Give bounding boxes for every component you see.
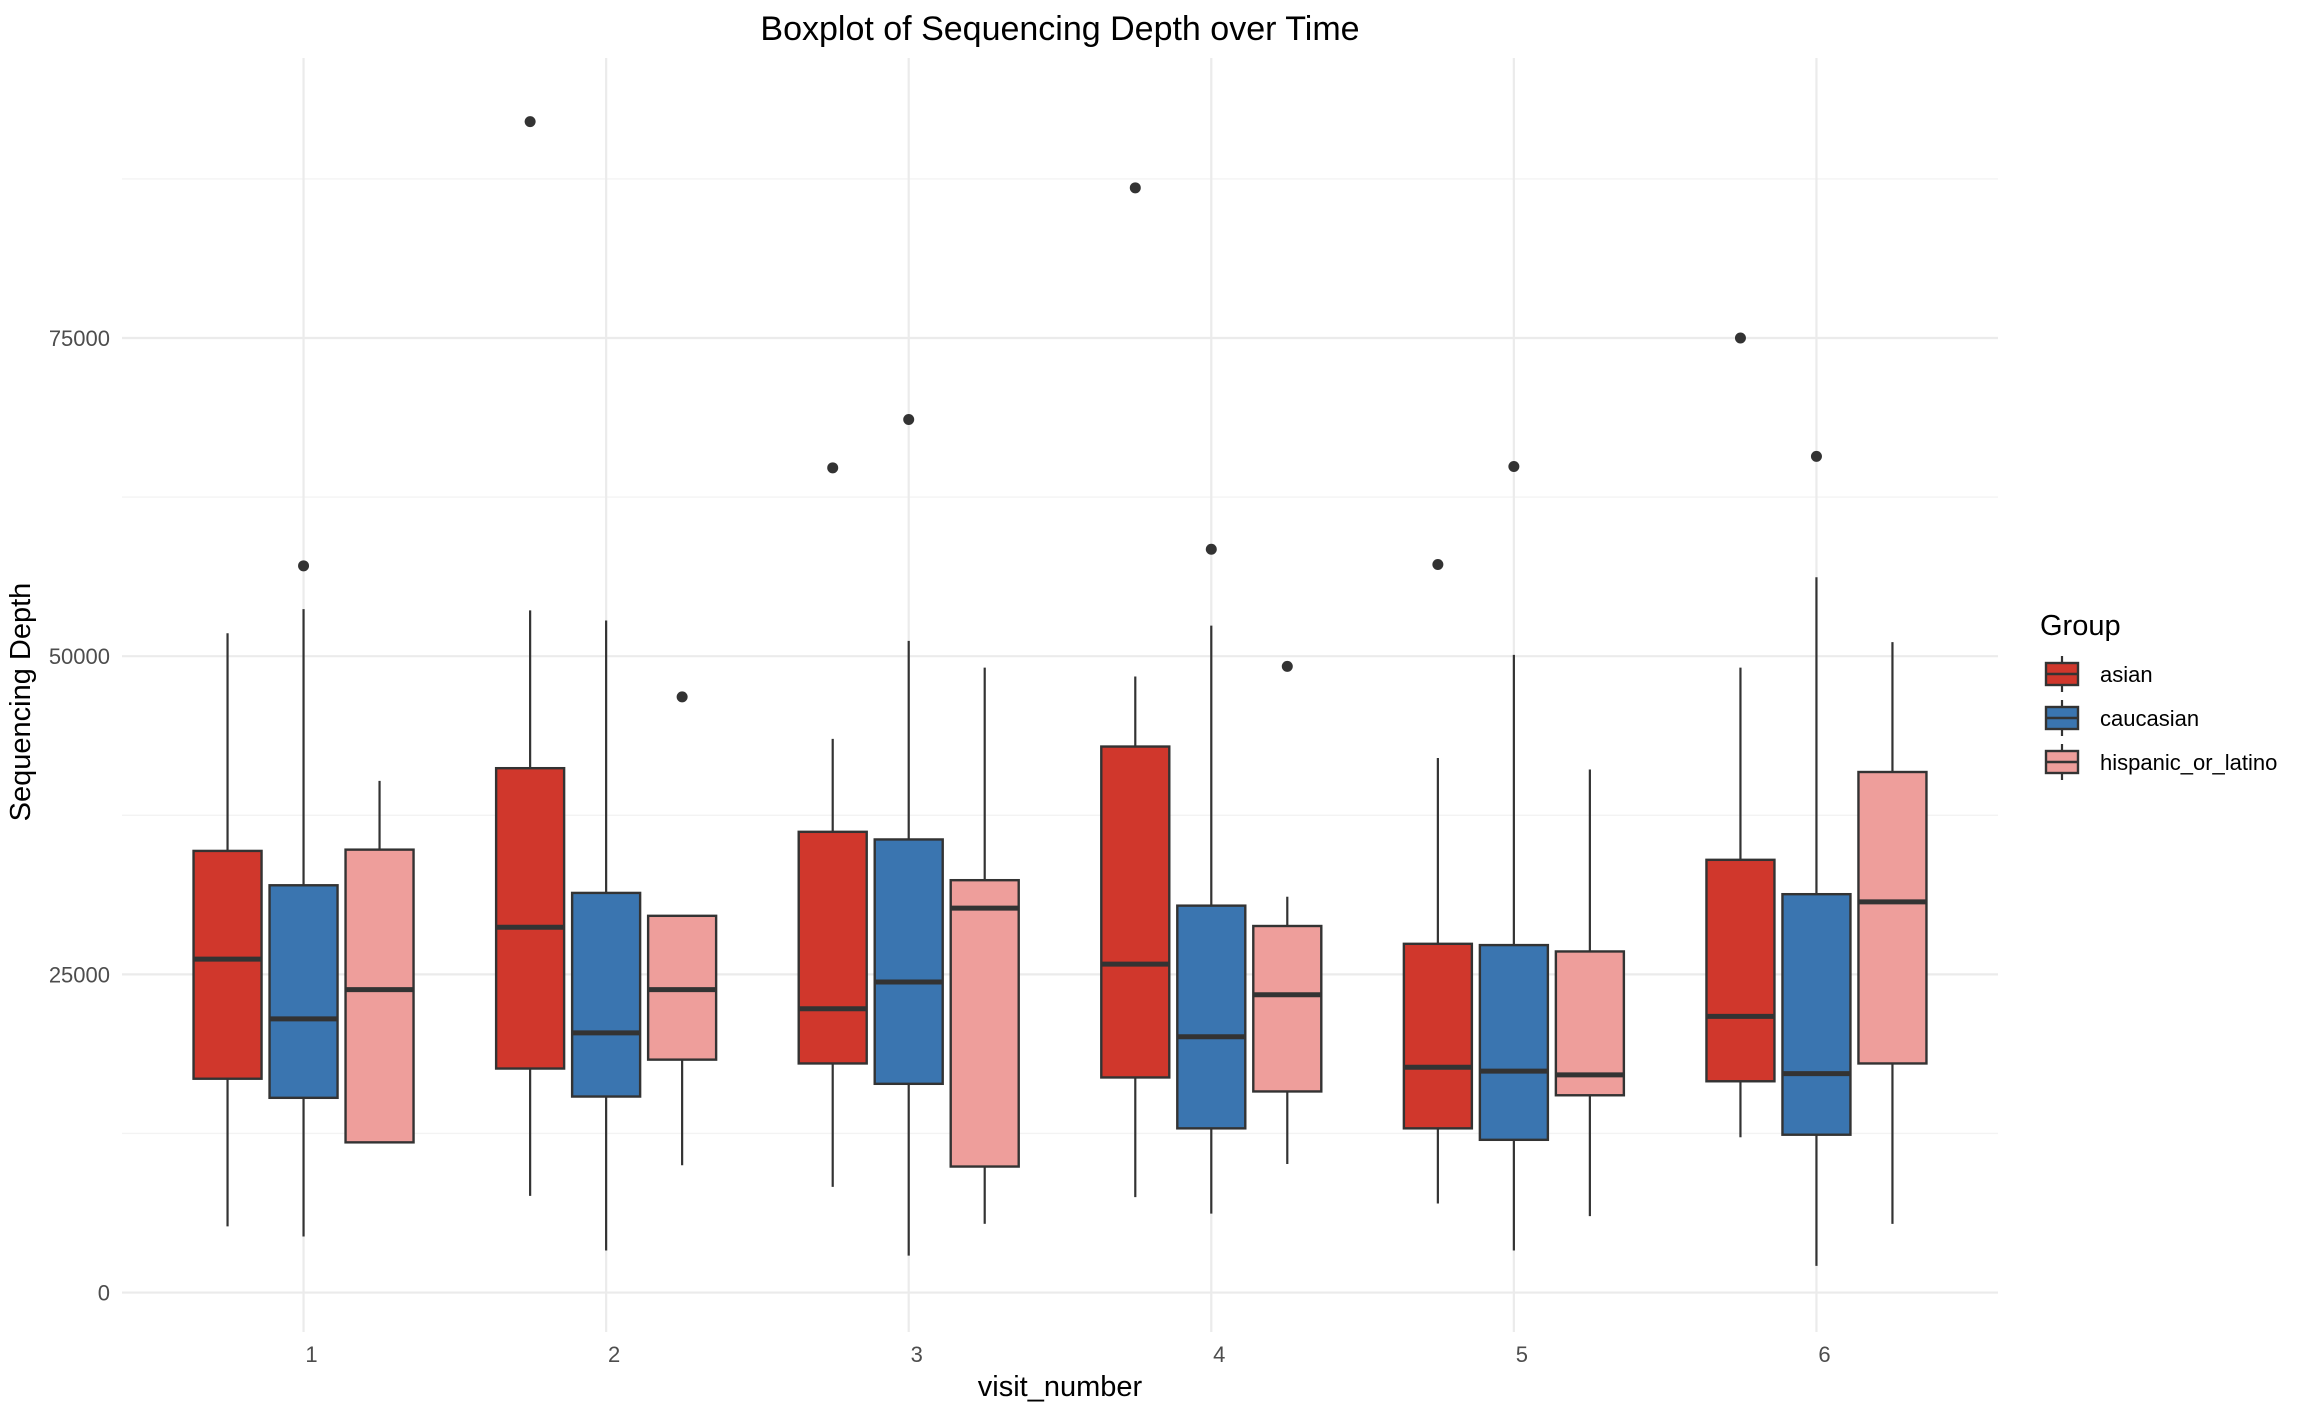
x-tick-label: 6 [1818,1342,1830,1367]
box-caucasian-visit-4 [1176,543,1247,1214]
box-hispanic_or_latino-visit-5 [1554,769,1626,1217]
box-iqr [949,878,1020,1168]
outlier-point [1734,332,1746,344]
box-hispanic_or_latino-visit-2 [646,691,718,1166]
box-iqr [344,848,415,1144]
outlier-point [1205,543,1217,555]
x-axis-title: visit_number [978,1371,1143,1403]
legend-label: hispanic_or_latino [2100,750,2277,775]
box-iqr [570,891,642,1098]
legend-title: Group [2040,610,2121,642]
box-layer [192,116,1928,1266]
x-tick-label: 4 [1213,1342,1225,1367]
axes: Sequencing Depth visit_number 0 25000 5000… [5,326,1831,1403]
chart-title: Boxplot of Sequencing Depth over Time [760,10,1359,48]
box-iqr [494,766,566,1070]
y-tick-label: 50000 [49,644,110,669]
box-iqr [268,884,339,1100]
x-tick-label: 1 [305,1342,317,1367]
box-iqr [1857,770,1928,1065]
x-tick-label: 2 [608,1342,620,1367]
legend-item-caucasian: caucasian [2044,700,2199,736]
box-iqr [1100,745,1171,1079]
outlier-point [827,462,839,474]
outlier-point [903,413,915,425]
box-hispanic_or_latino-visit-6 [1857,642,1928,1224]
outlier-point [1810,450,1822,462]
box-caucasian-visit-1 [268,560,339,1237]
outlier-point [1432,559,1444,571]
box-iqr [1781,892,1852,1136]
y-tick-label: 75000 [49,326,110,351]
legend-item-hispanic_or_latino: hispanic_or_latino [2044,744,2277,780]
box-asian-visit-2 [494,116,566,1196]
x-tick-label: 5 [1516,1342,1528,1367]
legend: Group asian caucasian hispanic_or_latino [2040,610,2277,780]
box-iqr [192,849,263,1080]
outlier-point [1129,182,1141,194]
box-asian-visit-1 [192,633,263,1227]
legend-label: caucasian [2100,706,2199,731]
outlier-point [524,116,536,128]
box-caucasian-visit-6 [1781,450,1852,1266]
x-tick-label: 3 [911,1342,923,1367]
box-hispanic_or_latino-visit-1 [344,780,415,1144]
y-axis-title: Sequencing Depth [5,583,37,822]
box-iqr [873,838,944,1086]
box-asian-visit-4 [1100,182,1171,1198]
box-iqr [1402,942,1474,1130]
box-iqr [1705,858,1776,1083]
box-asian-visit-3 [797,462,868,1187]
box-iqr [1176,904,1247,1130]
outlier-point [1508,461,1520,473]
box-iqr [797,830,868,1065]
legend-item-asian: asian [2044,656,2153,692]
box-hispanic_or_latino-visit-4 [1252,660,1323,1164]
box-caucasian-visit-2 [570,620,642,1251]
box-hispanic_or_latino-visit-3 [949,667,1020,1224]
box-caucasian-visit-5 [1478,461,1550,1251]
box-iqr [1554,950,1626,1097]
box-caucasian-visit-3 [873,413,944,1256]
legend-label: asian [2100,662,2153,687]
y-tick-label: 0 [98,1281,110,1306]
y-tick-label: 25000 [49,962,110,987]
box-iqr [1478,943,1550,1142]
outlier-point [298,560,310,572]
outlier-point [676,691,688,703]
box-iqr [1252,924,1323,1093]
box-asian-visit-5 [1402,559,1474,1204]
box-asian-visit-6 [1705,332,1776,1138]
outlier-point [1281,660,1293,672]
